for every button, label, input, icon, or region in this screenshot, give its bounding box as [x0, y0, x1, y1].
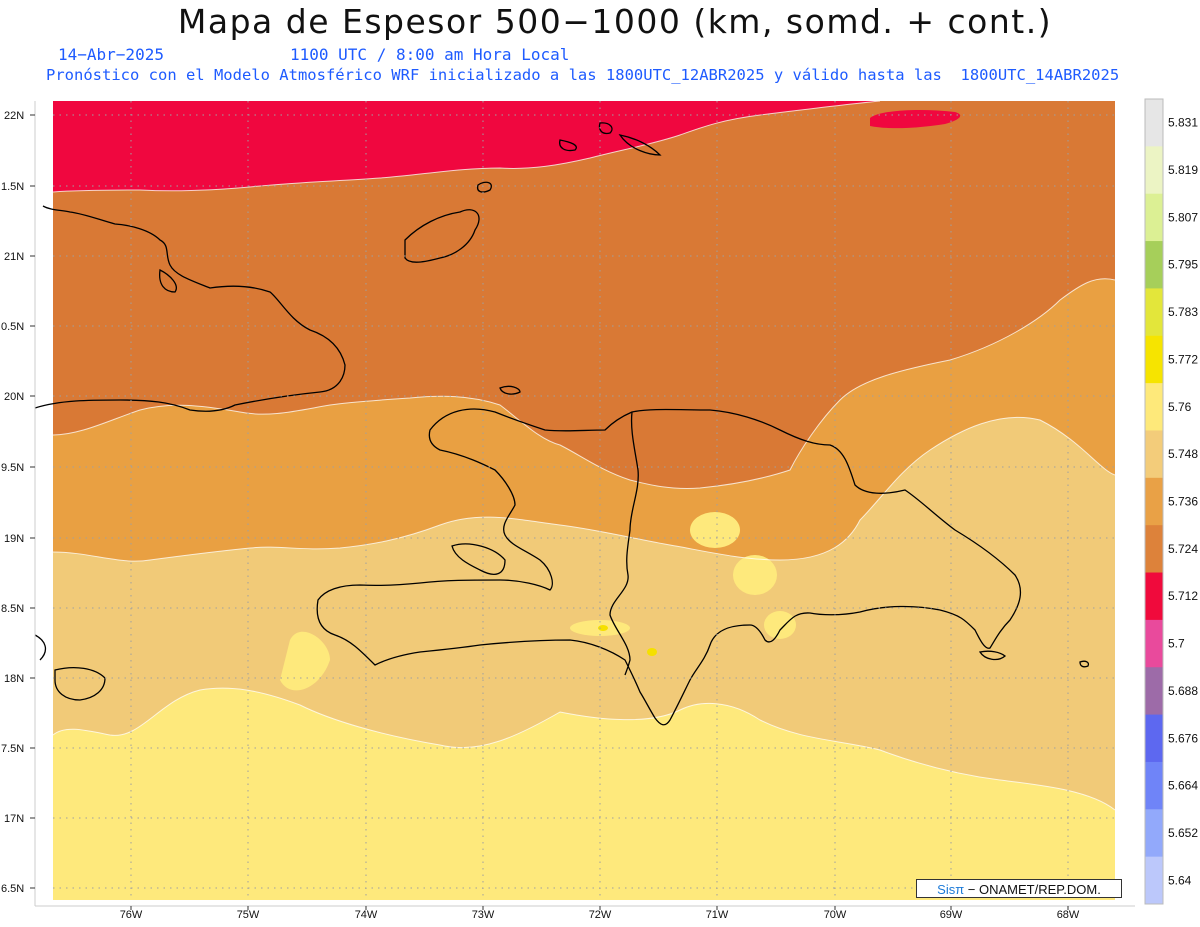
- colorbar-swatch: [1145, 430, 1163, 479]
- forecast-date: 14−Abr−2025: [58, 45, 164, 64]
- colorbar-swatch: [1145, 667, 1163, 716]
- thickness-fill: [53, 101, 1115, 900]
- colorbar-label: 5.819: [1168, 163, 1198, 177]
- cuba-coast: [34, 205, 346, 412]
- model-init-text: Pronóstico con el Modelo Atmosférico WRF…: [46, 66, 1120, 84]
- lat-label: 22N: [4, 110, 24, 122]
- colorbar-label: 5.748: [1168, 447, 1198, 461]
- forecast-time: 1100 UTC / 8:00 am Hora Local: [290, 45, 570, 64]
- lat-ticks: [30, 114, 35, 889]
- colorbar-swatch: [1145, 146, 1163, 195]
- colorbar-swatch: [1145, 335, 1163, 384]
- colorbar-label: 5.76: [1168, 400, 1192, 414]
- lon-label: 74W: [355, 909, 378, 921]
- coastlines: [34, 122, 1090, 726]
- colorbar-swatch: [1145, 714, 1163, 763]
- colorbar-label: 5.724: [1168, 542, 1198, 556]
- colorbar-label: 5.652: [1168, 826, 1198, 840]
- colorbar-swatch: [1145, 761, 1163, 810]
- colorbar-label: 5.772: [1168, 352, 1198, 366]
- colorbar-swatch: [1145, 99, 1163, 147]
- tortuga-island: [499, 385, 521, 395]
- lat-label: 17N: [4, 813, 24, 825]
- map-title: Mapa de Espesor 500−1000 (km, somd. + co…: [177, 2, 1053, 41]
- jamaica-coast: [54, 667, 106, 701]
- colorbar: 5.831 5.819 5.807 5.795 5.783 5.772 5.76 5.748 5…: [1144, 98, 1198, 905]
- contour-5748: [52, 687, 1116, 811]
- lon-labels: 76W 75W 74W 73W 72W 71W 70W 69W 68W: [120, 909, 1080, 921]
- lat-label: 19N: [4, 533, 24, 545]
- lat-label: 0.5N: [1, 321, 24, 333]
- colorbar-label: 5.736: [1168, 495, 1198, 509]
- lat-label: 20N: [4, 391, 24, 403]
- yellow-spot-3: [598, 625, 608, 631]
- lat-label: 18N: [4, 673, 24, 685]
- lat-label: 7.5N: [1, 743, 24, 755]
- colorbar-swatch: [1145, 477, 1163, 526]
- lon-label: 70W: [824, 909, 847, 921]
- lat-label: 6.5N: [1, 883, 24, 895]
- colorbar-swatch: [1145, 619, 1163, 668]
- bahamas-5: [159, 269, 177, 293]
- colorbar-label: 5.712: [1168, 589, 1198, 603]
- andros-island: [404, 209, 480, 263]
- lon-label: 73W: [472, 909, 495, 921]
- colorbar-swatch: [1145, 572, 1163, 621]
- bahamas-4: [476, 181, 492, 193]
- lon-label: 75W: [237, 909, 260, 921]
- colorbar-swatch: [1145, 525, 1163, 574]
- lat-label: 8.5N: [1, 603, 24, 615]
- hispaniola-coast: [316, 408, 1022, 726]
- band-red: [53, 101, 880, 192]
- light-spot-1: [690, 512, 740, 548]
- thickness-contours: [52, 100, 1116, 811]
- saona-island: [978, 650, 1007, 661]
- colorbar-swatch: [1145, 383, 1163, 431]
- light-spot-2: [733, 555, 777, 595]
- colorbar-label: 5.664: [1168, 779, 1198, 793]
- credit-sis: Sisπ: [937, 882, 965, 897]
- lon-label: 69W: [940, 909, 963, 921]
- lat-label: 1.5N: [1, 181, 24, 193]
- gonave-island: [451, 543, 506, 575]
- contour-5712: [52, 100, 881, 193]
- colorbar-border: [1144, 98, 1164, 905]
- pr-coast: [1079, 660, 1090, 668]
- colorbar-label: 5.676: [1168, 731, 1198, 745]
- lat-label: 21N: [4, 251, 24, 263]
- contour-5736: [52, 416, 1116, 562]
- lon-label: 68W: [1057, 909, 1080, 921]
- lon-label: 71W: [706, 909, 729, 921]
- lon-label: 72W: [589, 909, 612, 921]
- light-spot-3: [764, 611, 796, 639]
- haiti-dr-border: [609, 411, 639, 676]
- colorbar-swatch: [1145, 288, 1163, 337]
- colorbar-swatch: [1145, 241, 1163, 289]
- lon-ticks: [130, 906, 1069, 910]
- lat-labels: 22N 1.5N 21N 0.5N 20N 9.5N 19N 8.5N 18N …: [1, 110, 24, 895]
- colorbar-label: 5.7: [1168, 637, 1185, 651]
- credit-org: − ONAMET/REP.DOM.: [964, 882, 1101, 897]
- band-tan-tongue: [280, 631, 330, 691]
- colorbar-swatch: [1145, 193, 1163, 242]
- credit-box: Sisπ − ONAMET/REP.DOM.: [916, 879, 1122, 898]
- west-cuba-edge: [34, 634, 47, 661]
- bahamas-3: [618, 134, 662, 156]
- colorbar-label: 5.795: [1168, 258, 1198, 272]
- bahamas-1: [559, 139, 577, 152]
- colorbar-swatch: [1145, 809, 1163, 858]
- colorbar-swatch: [1145, 856, 1163, 905]
- yellow-spot-4: [647, 648, 657, 656]
- colorbar-label: 5.783: [1168, 305, 1198, 319]
- contour-5724: [52, 278, 1116, 489]
- lon-label: 76W: [120, 909, 143, 921]
- lat-label: 9.5N: [1, 462, 24, 474]
- colorbar-label: 5.807: [1168, 210, 1198, 224]
- colorbar-label: 5.831: [1168, 116, 1198, 130]
- colorbar-label: 5.688: [1168, 684, 1198, 698]
- colorbar-label: 5.64: [1168, 873, 1192, 887]
